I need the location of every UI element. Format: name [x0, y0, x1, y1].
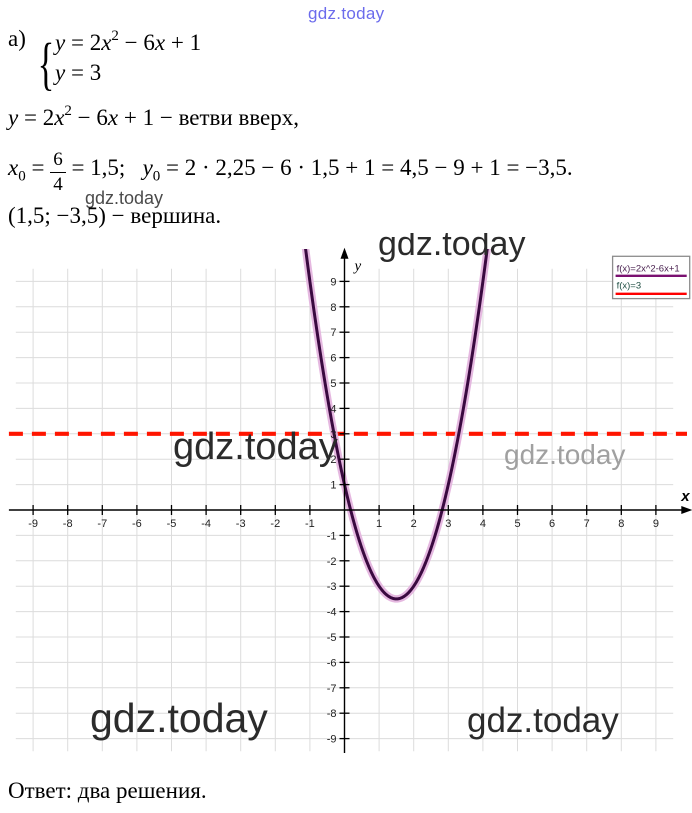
- svg-text:gdz.today: gdz.today: [173, 426, 338, 468]
- svg-text:gdz.today: gdz.today: [90, 695, 268, 741]
- svg-text:-7: -7: [97, 518, 107, 530]
- svg-text:gdz.today: gdz.today: [504, 439, 625, 470]
- svg-text:-6: -6: [327, 657, 337, 669]
- svg-text:2: 2: [411, 518, 417, 530]
- svg-text:7: 7: [330, 327, 336, 339]
- svg-text:3: 3: [445, 518, 451, 530]
- svg-text:1: 1: [330, 480, 336, 492]
- svg-text:-1: -1: [327, 530, 337, 542]
- svg-text:1: 1: [376, 518, 382, 530]
- svg-text:y: y: [353, 259, 362, 275]
- svg-text:-2: -2: [270, 518, 280, 530]
- svg-text:-3: -3: [327, 581, 337, 593]
- svg-text:-5: -5: [327, 632, 337, 644]
- svg-text:x: x: [680, 488, 690, 505]
- svg-text:-6: -6: [132, 518, 142, 530]
- svg-text:-4: -4: [201, 518, 211, 530]
- svg-text:8: 8: [330, 302, 336, 314]
- svg-text:-8: -8: [327, 708, 337, 720]
- svg-text:-4: -4: [327, 607, 337, 619]
- svg-text:9: 9: [653, 518, 659, 530]
- svg-text:-8: -8: [63, 518, 73, 530]
- svg-text:gdz.today: gdz.today: [378, 233, 525, 263]
- svg-text:-5: -5: [167, 518, 177, 530]
- svg-text:6: 6: [330, 353, 336, 365]
- svg-text:5: 5: [514, 518, 520, 530]
- svg-text:-2: -2: [327, 556, 337, 568]
- svg-text:8: 8: [618, 518, 624, 530]
- svg-text:5: 5: [330, 378, 336, 390]
- svg-text:-9: -9: [327, 734, 337, 746]
- svg-text:7: 7: [584, 518, 590, 530]
- svg-text:4: 4: [330, 403, 336, 415]
- svg-text:-9: -9: [28, 518, 38, 530]
- svg-text:f(x)=2x^2-6x+1: f(x)=2x^2-6x+1: [617, 263, 680, 274]
- svg-text:9: 9: [330, 276, 336, 288]
- svg-text:4: 4: [480, 518, 486, 530]
- svg-text:-7: -7: [327, 683, 337, 695]
- svg-text:gdz.today: gdz.today: [467, 701, 619, 740]
- svg-text:6: 6: [549, 518, 555, 530]
- svg-text:f(x)=3: f(x)=3: [617, 280, 642, 291]
- svg-text:-3: -3: [236, 518, 246, 530]
- svg-text:-1: -1: [305, 518, 315, 530]
